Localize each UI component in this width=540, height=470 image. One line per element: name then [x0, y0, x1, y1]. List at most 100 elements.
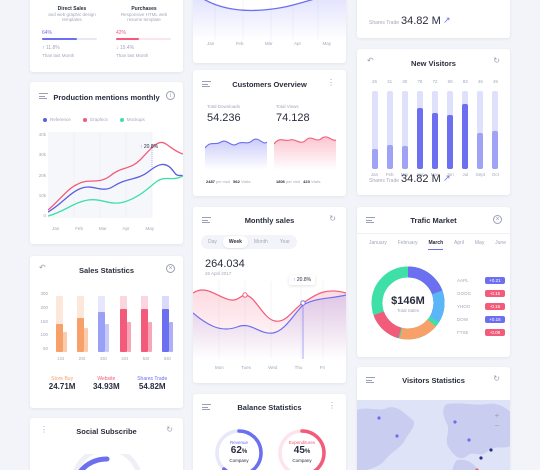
menu-icon[interactable]	[366, 217, 375, 223]
tab-january[interactable]: January	[369, 240, 387, 246]
purchases-progress-fill	[116, 38, 140, 40]
bar-secondary[interactable]	[84, 328, 88, 352]
bar[interactable]	[492, 130, 499, 169]
bar-background	[55, 296, 63, 352]
bar[interactable]	[477, 133, 484, 169]
info-icon[interactable]: i	[166, 91, 175, 100]
zoom-in-button[interactable]: +	[494, 411, 500, 420]
bar-secondary[interactable]	[148, 321, 152, 352]
bar[interactable]	[55, 324, 63, 352]
undo-icon[interactable]: ↶	[367, 56, 374, 65]
bar[interactable]	[141, 308, 148, 352]
map-marker[interactable]	[479, 456, 483, 460]
more-vertical-icon[interactable]: ⋮	[40, 425, 48, 434]
bar[interactable]	[162, 308, 170, 352]
new-visitors-title: New Visitors	[411, 59, 456, 68]
tab-month[interactable]: Month	[253, 239, 268, 245]
x-tick-label: May	[322, 41, 331, 46]
x-tick-label: Sept	[475, 172, 485, 177]
bar[interactable]	[416, 108, 423, 169]
x-tick-label: 2St	[78, 356, 86, 361]
x-tick-label: Tues	[241, 365, 251, 370]
pct-sign: %	[304, 449, 311, 455]
bar-secondary[interactable]	[169, 321, 174, 352]
menu-icon[interactable]	[366, 377, 375, 383]
tab-may[interactable]: May	[474, 240, 485, 246]
refresh-icon[interactable]: ↻	[493, 374, 500, 383]
y-tick-label: 200	[40, 304, 48, 310]
tab-march[interactable]: March	[428, 240, 444, 250]
market-row: DOW +0.16	[457, 313, 505, 326]
zoom-out-button[interactable]: −	[494, 421, 500, 430]
market-row: GOOG -0.15	[457, 287, 505, 300]
bar[interactable]	[119, 308, 127, 352]
bar-value-label: 30	[402, 79, 408, 84]
tab-day[interactable]: Day	[208, 239, 217, 245]
bar-secondary[interactable]	[105, 323, 110, 352]
menu-icon[interactable]	[39, 93, 48, 99]
map-marker[interactable]	[467, 438, 471, 442]
bar[interactable]	[447, 115, 454, 169]
bar[interactable]	[386, 144, 393, 169]
x-tick-label: Fri	[319, 365, 325, 370]
bar[interactable]	[98, 311, 106, 352]
series-blue	[193, 294, 346, 334]
x-tick-label: Apr	[416, 172, 424, 177]
top-line-series	[204, 0, 314, 12]
traffic-market-card: Trafic Market × January February March A…	[357, 207, 510, 357]
close-icon[interactable]: ×	[166, 264, 175, 273]
map-marker[interactable]	[453, 420, 457, 424]
tab-week[interactable]: Week	[222, 236, 248, 248]
tab-february[interactable]: February	[397, 240, 418, 246]
more-vertical-icon[interactable]: ⋮	[328, 401, 336, 410]
map-marker[interactable]	[377, 416, 381, 420]
direct-sales-title: Direct Sales	[57, 6, 87, 12]
pct-sign: %	[241, 449, 248, 455]
refresh-icon[interactable]: ↻	[329, 214, 336, 223]
close-icon[interactable]: ×	[493, 215, 502, 224]
market-name: DOW	[457, 317, 468, 322]
tab-april[interactable]: April	[454, 240, 465, 246]
market-value: -0.16	[485, 303, 505, 310]
x-tick-label: 3St	[99, 356, 107, 361]
tab-june[interactable]: June	[495, 240, 506, 246]
stat-value: 562	[233, 179, 240, 184]
map-marker[interactable]	[489, 448, 493, 452]
production-chart	[48, 132, 183, 218]
y-tick-label: 30k	[38, 152, 46, 158]
menu-icon[interactable]	[202, 81, 211, 87]
menu-icon[interactable]	[202, 404, 211, 410]
y-tick-label: 100	[40, 332, 48, 338]
x-tick-label: Jan	[207, 41, 215, 46]
legend-dot	[82, 117, 87, 122]
stat-value: 54.82M	[138, 382, 166, 391]
downloads-value: 54.236	[207, 112, 241, 124]
bar-value-label: 26	[372, 79, 378, 84]
downloads-sparkline	[205, 138, 267, 170]
map-marker[interactable]	[395, 434, 399, 438]
traffic-donut	[371, 266, 445, 340]
bar-secondary[interactable]	[62, 332, 67, 352]
tab-year[interactable]: Year	[279, 239, 290, 245]
undo-icon[interactable]: ↶	[39, 263, 46, 272]
bar[interactable]	[77, 317, 84, 352]
bar-secondary[interactable]	[126, 321, 131, 352]
stat-label: Website	[97, 376, 116, 382]
stat-value: 2487	[206, 179, 215, 184]
bar[interactable]	[432, 112, 438, 169]
views-sparkline	[274, 136, 336, 170]
top-shares-card: Shares Trade 34.82 M ↗	[357, 0, 510, 38]
market-name: AAPL	[457, 278, 469, 283]
menu-icon[interactable]	[202, 217, 211, 223]
more-vertical-icon[interactable]: ⋮	[327, 78, 335, 87]
market-name: YHOO	[457, 304, 471, 309]
visitors-statistics-title: Visitors Statistics	[402, 376, 465, 385]
x-tick-label: Apr	[294, 41, 302, 46]
purchases-desc-2: resume template	[127, 17, 161, 22]
refresh-icon[interactable]: ↻	[166, 425, 173, 434]
bar[interactable]	[401, 145, 408, 169]
market-row: AAPL +0.21	[457, 274, 505, 287]
bar[interactable]	[371, 148, 378, 169]
bar[interactable]	[462, 104, 469, 169]
refresh-icon[interactable]: ↻	[493, 56, 500, 65]
